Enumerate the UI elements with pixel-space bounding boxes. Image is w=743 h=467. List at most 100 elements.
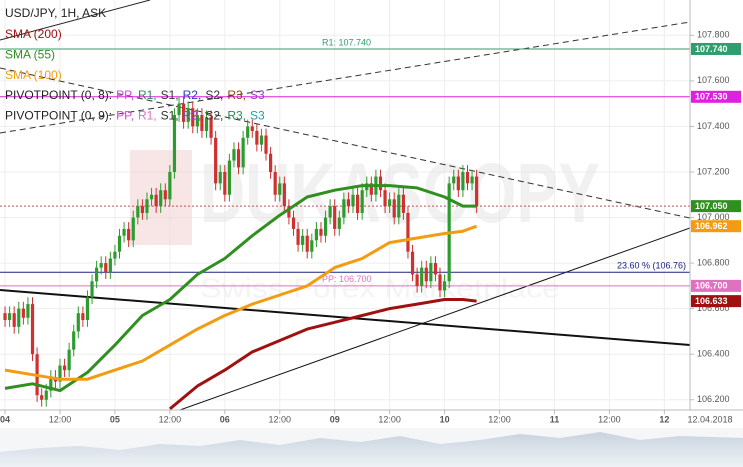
candle-body xyxy=(383,190,387,207)
candle-body xyxy=(8,313,12,321)
candle-body xyxy=(461,171,465,191)
pivot-legend-item: PP, xyxy=(116,109,134,123)
x-tick-label: 10 xyxy=(440,414,450,424)
candle-body xyxy=(90,281,94,298)
x-tick-label: 09 xyxy=(330,414,340,424)
candle-body xyxy=(62,365,67,371)
level-label: 23.60 % (106.76) xyxy=(617,261,686,271)
candle-body xyxy=(246,126,250,138)
price-box-label: 107.740 xyxy=(695,44,728,54)
candle-body xyxy=(397,194,401,218)
price-box xyxy=(691,220,741,233)
candle-body xyxy=(301,235,305,245)
candle-body xyxy=(314,228,318,241)
candle-body xyxy=(30,304,35,355)
candle-body xyxy=(104,263,108,273)
candle-body xyxy=(442,281,447,291)
trendlines xyxy=(0,0,690,410)
y-tick-label: 106.200 xyxy=(697,394,730,404)
candle-body xyxy=(291,217,296,229)
candle-body xyxy=(149,194,154,200)
candle-body xyxy=(182,103,186,122)
candle-body xyxy=(17,308,21,327)
pivot-legend-item: S1, xyxy=(161,88,179,102)
level-label: R1: 107.740 xyxy=(322,37,371,47)
pivot-legend-item: R2, xyxy=(183,88,202,102)
candle-body xyxy=(204,117,209,131)
price-box-label: 106.633 xyxy=(695,296,728,306)
axes: 107.800 107.600 107.400 107.200 107.000 106.8… xyxy=(0,30,741,424)
trendline xyxy=(0,289,690,346)
candle-body xyxy=(154,194,158,207)
candle-body xyxy=(410,251,415,275)
legend-entry: SMA (100) xyxy=(5,68,62,82)
candle-body xyxy=(360,190,364,213)
candle-body xyxy=(406,212,410,252)
x-tick-label: 05 xyxy=(110,414,120,424)
candle-body xyxy=(287,206,291,218)
candle-body xyxy=(342,199,346,218)
y-tick-label: 107.200 xyxy=(697,166,730,176)
y-tick-label: 106.800 xyxy=(697,257,730,267)
pivot-legend-item: R3, xyxy=(227,109,246,123)
candle-body xyxy=(392,199,396,218)
x-tick-label: 06 xyxy=(220,414,230,424)
candle-body xyxy=(214,137,218,184)
candle-body xyxy=(209,117,213,138)
pivot-legend: PIVOTPOINT (0, 9): PP, R1, S1, R2, S2, R3, S3 xyxy=(5,109,265,123)
pivot-legend-item: S3 xyxy=(250,109,265,123)
pivot-legend-label: PIVOTPOINT (0, 9): xyxy=(5,109,112,123)
candle-body xyxy=(264,135,268,154)
candle-body xyxy=(429,263,433,282)
candle-body xyxy=(355,194,360,213)
candle-body xyxy=(333,206,337,229)
candle-body xyxy=(236,149,241,168)
candle-body xyxy=(159,190,163,207)
candle-body xyxy=(195,115,199,127)
candle-body xyxy=(475,176,479,207)
candle-body xyxy=(145,199,149,213)
watermark-subtitle: Swiss Forex Marketplace xyxy=(200,272,560,303)
candle-body xyxy=(95,267,99,282)
candle-body xyxy=(328,206,332,218)
pivot-legend-item: S3 xyxy=(250,88,265,102)
price-box-label: 107.050 xyxy=(695,201,728,211)
grid xyxy=(0,0,690,410)
candle-body xyxy=(438,274,442,291)
y-tick-label: 107.800 xyxy=(697,30,730,40)
candle-body xyxy=(108,258,112,273)
indicator-lines xyxy=(4,184,478,410)
x-tick-label: 12:00 xyxy=(159,414,182,424)
price-box xyxy=(691,295,741,308)
candle-body xyxy=(465,171,470,184)
candle-body xyxy=(117,235,122,252)
navigator-area xyxy=(0,432,743,467)
candle-body xyxy=(40,395,44,400)
candle-body xyxy=(415,274,419,286)
candle-body xyxy=(452,176,456,184)
pivot-legend: PIVOTPOINT (0, 8): PP, R1, S1, R2, S2, R3, S3 xyxy=(5,88,265,102)
candle-body xyxy=(310,240,314,252)
candle-body xyxy=(232,149,236,161)
candle-body xyxy=(136,206,140,218)
candle-body xyxy=(305,235,309,252)
candle-body xyxy=(122,228,126,236)
candle-body xyxy=(227,160,231,195)
trendline xyxy=(0,21,690,134)
trendline xyxy=(0,67,690,219)
pivot-legend-item: R2, xyxy=(183,109,202,123)
x-tick-label: 11 xyxy=(550,414,560,424)
candle-body xyxy=(186,108,190,122)
x-tick-label: 04 xyxy=(0,414,10,424)
candle-body xyxy=(140,206,144,213)
x-tick-label: 12 xyxy=(659,414,669,424)
candle-body xyxy=(223,171,227,195)
pivot-legend-item: PP, xyxy=(116,88,134,102)
pivot-legend-item: R3, xyxy=(227,88,246,102)
candle-body xyxy=(268,153,273,172)
candle-body xyxy=(131,217,135,241)
trendline xyxy=(0,0,151,41)
price-box-label: 106.700 xyxy=(695,281,728,291)
candle-body xyxy=(3,313,7,321)
candle-body xyxy=(456,176,460,191)
